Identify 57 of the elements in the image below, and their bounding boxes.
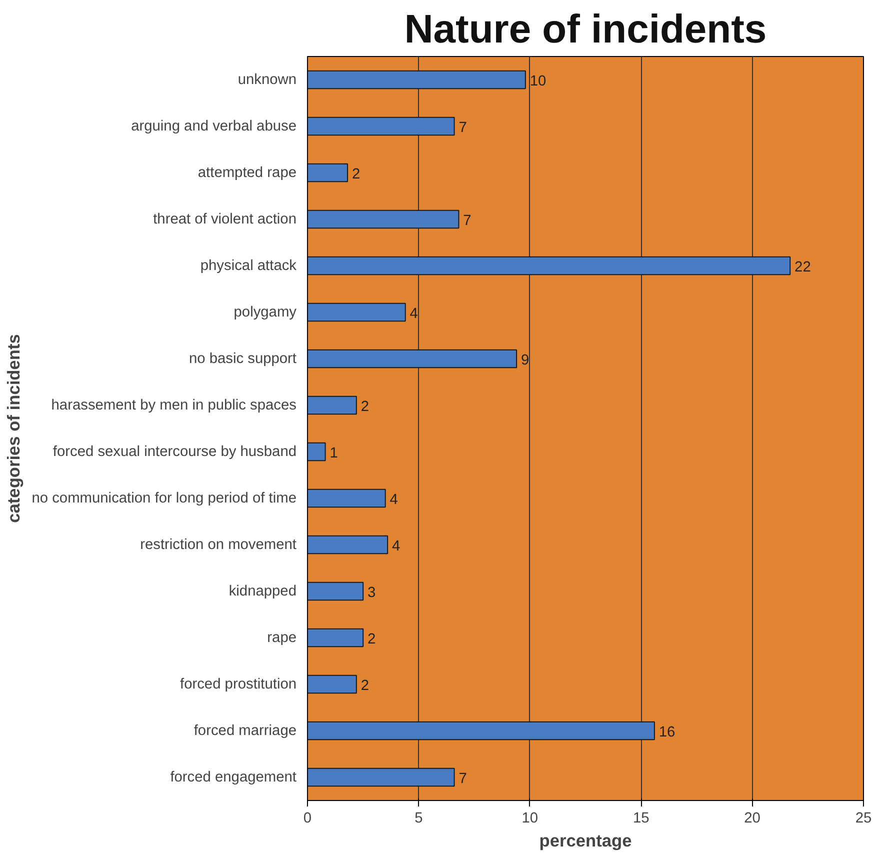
y-tick-label: arguing and verbal abuse bbox=[131, 118, 297, 134]
data-label: 10 bbox=[530, 73, 546, 90]
y-tick-label: forced prostitution bbox=[180, 676, 296, 692]
y-tick-label: forced sexual intercourse by husband bbox=[52, 444, 297, 460]
y-tick-label: physical attack bbox=[200, 258, 298, 274]
bar bbox=[308, 70, 526, 90]
x-tick-label: 25 bbox=[855, 810, 872, 826]
bar bbox=[308, 628, 364, 648]
y-tick-label: attempted rape bbox=[198, 164, 297, 181]
data-label: 4 bbox=[392, 538, 400, 554]
data-label: 2 bbox=[360, 398, 370, 415]
bar bbox=[308, 768, 455, 787]
y-tick-label: forced engagement bbox=[170, 769, 296, 786]
y-tick-label: restriction on movement bbox=[140, 536, 297, 553]
data-label: 7 bbox=[463, 212, 472, 229]
bar bbox=[308, 674, 357, 694]
data-label: 2 bbox=[360, 678, 370, 694]
bar bbox=[308, 582, 364, 601]
chart-title: Nature of incidents bbox=[404, 8, 767, 52]
bar bbox=[308, 256, 791, 276]
data-label: 3 bbox=[368, 584, 376, 601]
bar bbox=[308, 442, 326, 462]
y-tick-label: threat of violent action bbox=[153, 211, 297, 228]
data-label: 1 bbox=[330, 445, 338, 462]
data-label: 2 bbox=[352, 166, 360, 182]
bar bbox=[308, 210, 460, 229]
bar bbox=[308, 488, 386, 508]
x-tick-label: 0 bbox=[303, 810, 312, 826]
x-tick-label: 15 bbox=[632, 810, 650, 826]
y-tick-label: unknown bbox=[238, 72, 297, 88]
y-tick-label: harassement by men in public spaces bbox=[51, 397, 297, 414]
data-label: 2 bbox=[368, 631, 376, 648]
bar bbox=[308, 535, 388, 554]
bar bbox=[308, 302, 406, 322]
bar bbox=[308, 349, 518, 368]
data-label: 9 bbox=[521, 352, 530, 368]
y-tick-label: no communication for long period of time bbox=[32, 490, 296, 506]
bar bbox=[308, 116, 455, 136]
y-tick-label: no basic support bbox=[188, 350, 296, 367]
x-tick-label: 20 bbox=[744, 810, 760, 826]
data-label: 7 bbox=[458, 120, 467, 136]
data-label: 4 bbox=[410, 306, 418, 322]
data-label: 22 bbox=[794, 259, 811, 276]
bar bbox=[308, 396, 357, 415]
bar bbox=[308, 163, 348, 182]
bar bbox=[308, 721, 655, 740]
data-label: 16 bbox=[658, 724, 676, 740]
x-tick-label: 5 bbox=[414, 810, 423, 826]
y-axis-title: categories of incidents bbox=[4, 334, 24, 523]
x-axis-title: percentage bbox=[539, 830, 632, 850]
y-tick-label: kidnapped bbox=[228, 583, 297, 600]
y-tick-label: forced marriage bbox=[194, 722, 297, 739]
data-label: 4 bbox=[390, 492, 398, 508]
x-tick-label: 10 bbox=[522, 810, 538, 826]
y-tick-label: rape bbox=[267, 630, 297, 646]
data-label: 7 bbox=[458, 770, 467, 787]
y-tick-label: polygamy bbox=[234, 304, 298, 320]
